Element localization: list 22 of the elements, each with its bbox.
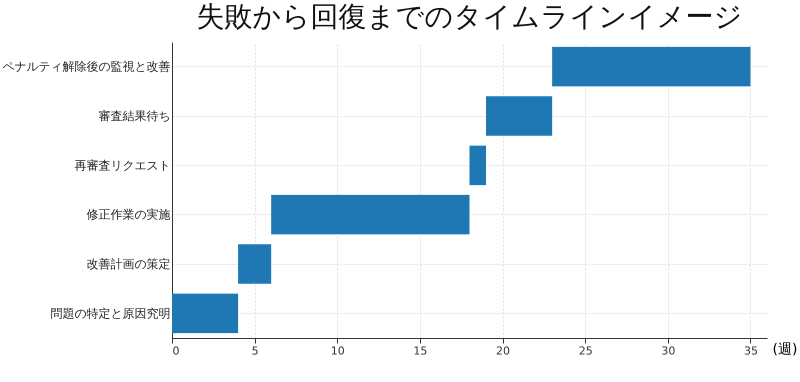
x-tick-label: 35 bbox=[744, 344, 758, 358]
x-tick-label: 0 bbox=[172, 344, 180, 358]
y-tick-label: 再審査リクエスト bbox=[74, 158, 170, 172]
x-tick-label: 10 bbox=[330, 344, 345, 358]
bar bbox=[238, 244, 272, 284]
x-tick-label: 5 bbox=[252, 344, 259, 358]
x-tick-label: 30 bbox=[661, 344, 676, 358]
x-axis-title: (週) bbox=[772, 342, 798, 358]
bar bbox=[271, 194, 470, 234]
x-tick-label: 25 bbox=[578, 344, 593, 358]
y-tick-label: 問題の特定と原因究明 bbox=[50, 306, 170, 320]
bar bbox=[552, 46, 750, 86]
y-tick-label: 修正作業の実施 bbox=[86, 208, 170, 222]
chart-title: 失敗から回復までのタイムラインイメージ bbox=[196, 0, 742, 33]
bar bbox=[470, 146, 486, 186]
y-tick-label: ペナルティ解除後の監視と改善 bbox=[2, 60, 170, 74]
x-tick-label: 20 bbox=[496, 344, 510, 358]
bar bbox=[172, 294, 238, 334]
bar bbox=[486, 96, 552, 136]
y-tick-label: 審査結果待ち bbox=[98, 109, 170, 123]
x-tick-label: 15 bbox=[413, 344, 428, 358]
y-tick-label: 改善計画の策定 bbox=[86, 257, 170, 271]
